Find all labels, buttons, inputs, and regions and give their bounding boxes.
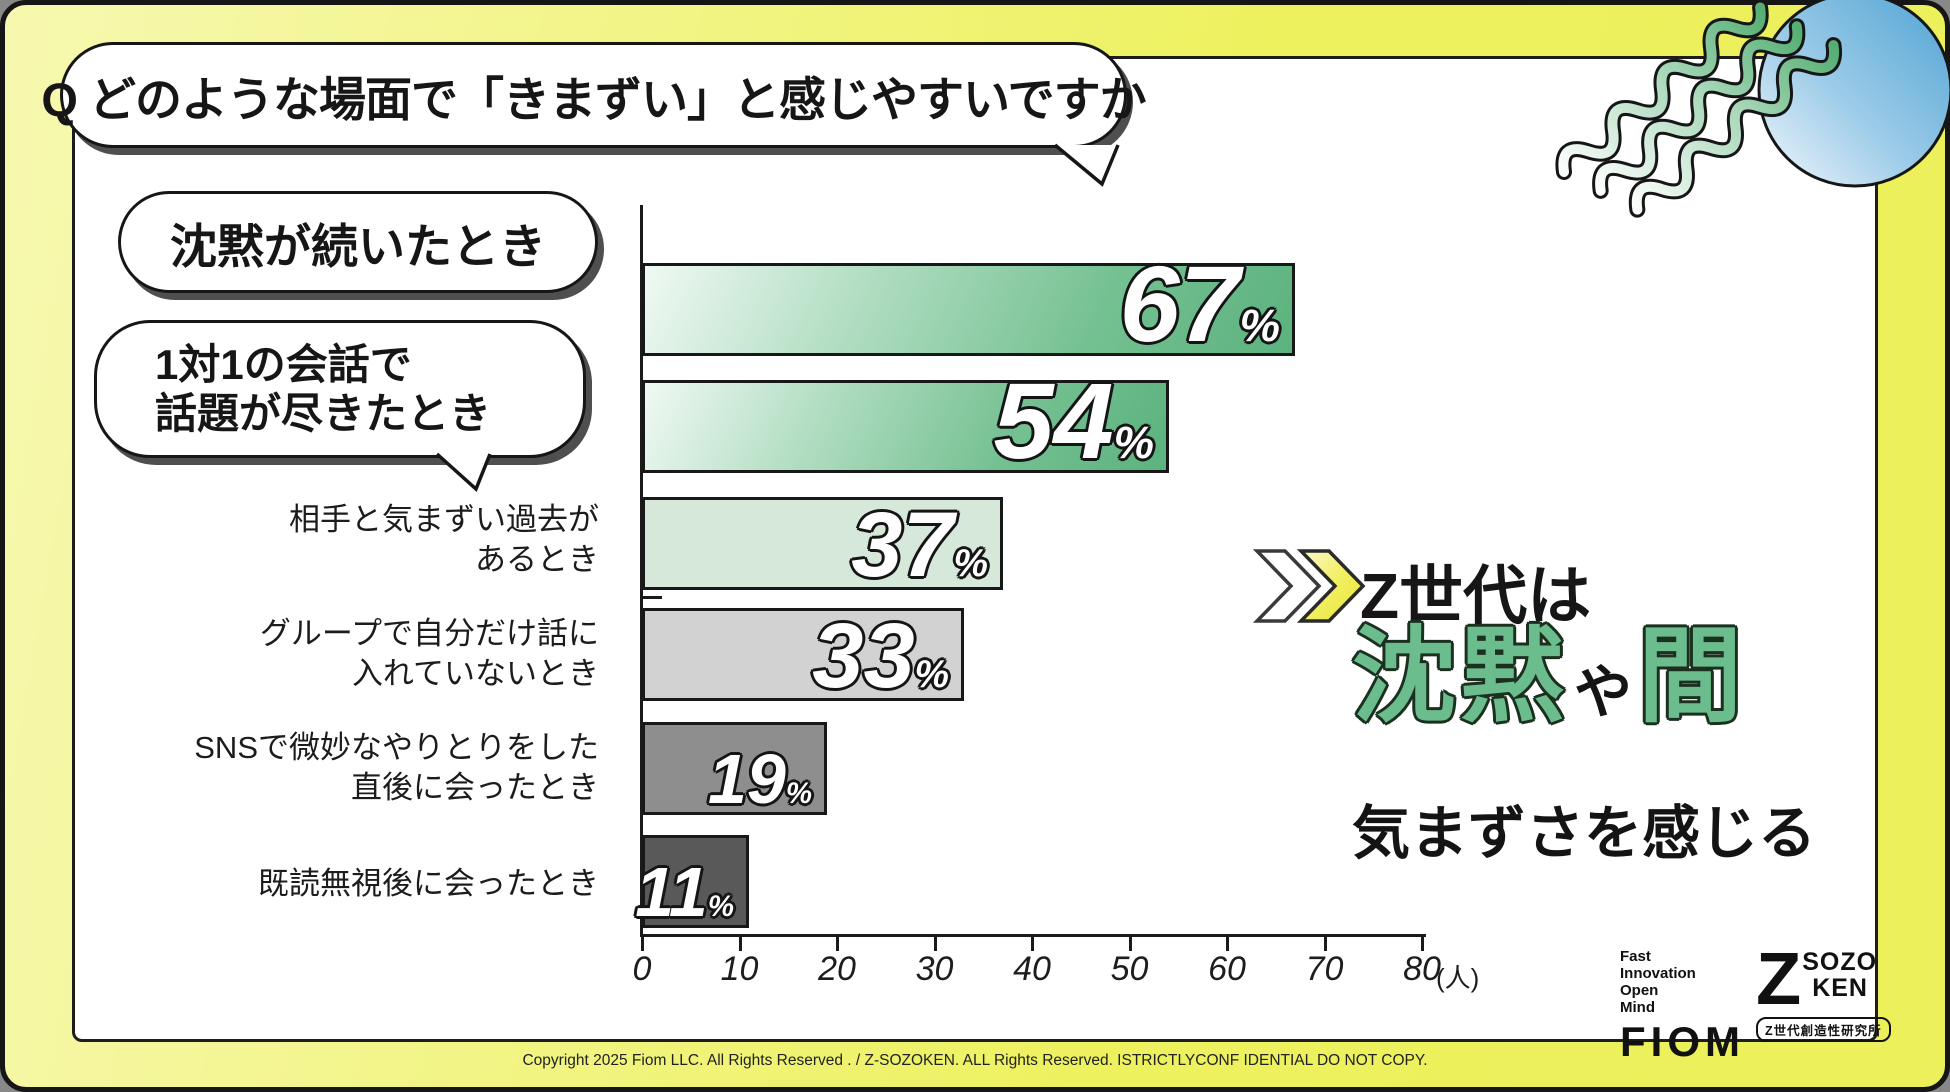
category-label: 沈黙が続いたとき (170, 219, 546, 273)
axis-tick (1226, 934, 1229, 951)
bar-value: 37% (851, 493, 988, 596)
conclusion-line1: Z世代は (1360, 560, 1592, 632)
question-title-bubble: Q どのような場面で「きまずい」と感じやすいですか (41, 42, 1147, 148)
x-tick-label: 20 (818, 950, 856, 988)
fiom-logo: Fast Innovation Open Mind FIOM (1620, 948, 1745, 1065)
axis-mid-tick (642, 596, 662, 599)
x-tick-label: 70 (1305, 950, 1344, 988)
category-label: 1対1の会話で 話題が尽きたとき (155, 340, 492, 437)
category-label-group-left-out: グループで自分だけ話に 入れていないとき (259, 616, 599, 692)
axis-tick (933, 934, 937, 951)
z-sozoken-logo: Z SOZO KEN Z世代創造性研究所 (1756, 942, 1891, 1042)
conclusion-line3: 気まずさを感じる (1352, 801, 1817, 866)
axis-tick (1128, 934, 1132, 951)
x-axis-unit: (人) (1436, 963, 1480, 993)
copyright-text: Copyright 2025 Fiom LLC. All Rights Rese… (522, 1052, 1428, 1069)
bar-group-left-out: 33% (642, 604, 964, 707)
category-label-awkward-past: 相手と気まずい過去が あるとき (289, 502, 599, 578)
x-tick-label: 80 (1403, 950, 1441, 988)
x-tick-label: 10 (720, 950, 759, 988)
x-tick-label: 40 (1013, 950, 1051, 988)
double-chevron-icon (1253, 549, 1366, 623)
title-bubble-tail (1053, 143, 1120, 187)
category-label-sns-exchange: SNSで微妙なやりとりをした 直後に会ったとき (194, 730, 599, 806)
axis-tick (1323, 934, 1327, 951)
category-label-read-ignored: 既読無視後に会ったとき (258, 866, 599, 901)
conclusion-particle: や (1574, 660, 1633, 725)
category-bubble-one-on-one: 1対1の会話で 話題が尽きたとき (94, 320, 586, 458)
x-tick-label: 50 (1110, 950, 1149, 988)
bar-value: 67% (1119, 243, 1280, 365)
bar-value: 33% (812, 604, 949, 707)
x-tick-label: 30 (915, 950, 954, 988)
question-title: Q どのような場面で「きまずい」と感じやすいですか (41, 72, 1146, 126)
axis-tick (1031, 934, 1034, 951)
axis-tick (1421, 934, 1424, 951)
sozoken-subtitle: Z世代創造性研究所 (1756, 1016, 1891, 1042)
axis-tick (738, 934, 742, 951)
axis-tick (641, 934, 644, 951)
bar-silence: 67% (642, 243, 1295, 365)
bar-awkward-past: 37% (642, 493, 1003, 596)
bubble2-tail (435, 452, 492, 492)
conclusion-word-ma: 間 (1638, 619, 1747, 735)
bar-sns-exchange: 19% (642, 722, 827, 815)
conclusion-line2: 沈黙 や間 (1352, 625, 1746, 729)
bar-value: 54% (993, 360, 1154, 482)
x-tick-label: 60 (1208, 950, 1246, 988)
bar-value: 11% (635, 852, 734, 931)
bar-one-on-one: 54% (642, 360, 1169, 482)
axis-tick (836, 934, 839, 951)
conclusion-word-silence: 沈黙 (1352, 619, 1569, 735)
category-bubble-silence: 沈黙が続いたとき (118, 191, 598, 293)
x-tick-label: 0 (632, 950, 652, 988)
bar-read-ignored: 11% (635, 835, 749, 928)
y-axis-line (640, 205, 643, 937)
bar-value: 19% (707, 739, 812, 818)
